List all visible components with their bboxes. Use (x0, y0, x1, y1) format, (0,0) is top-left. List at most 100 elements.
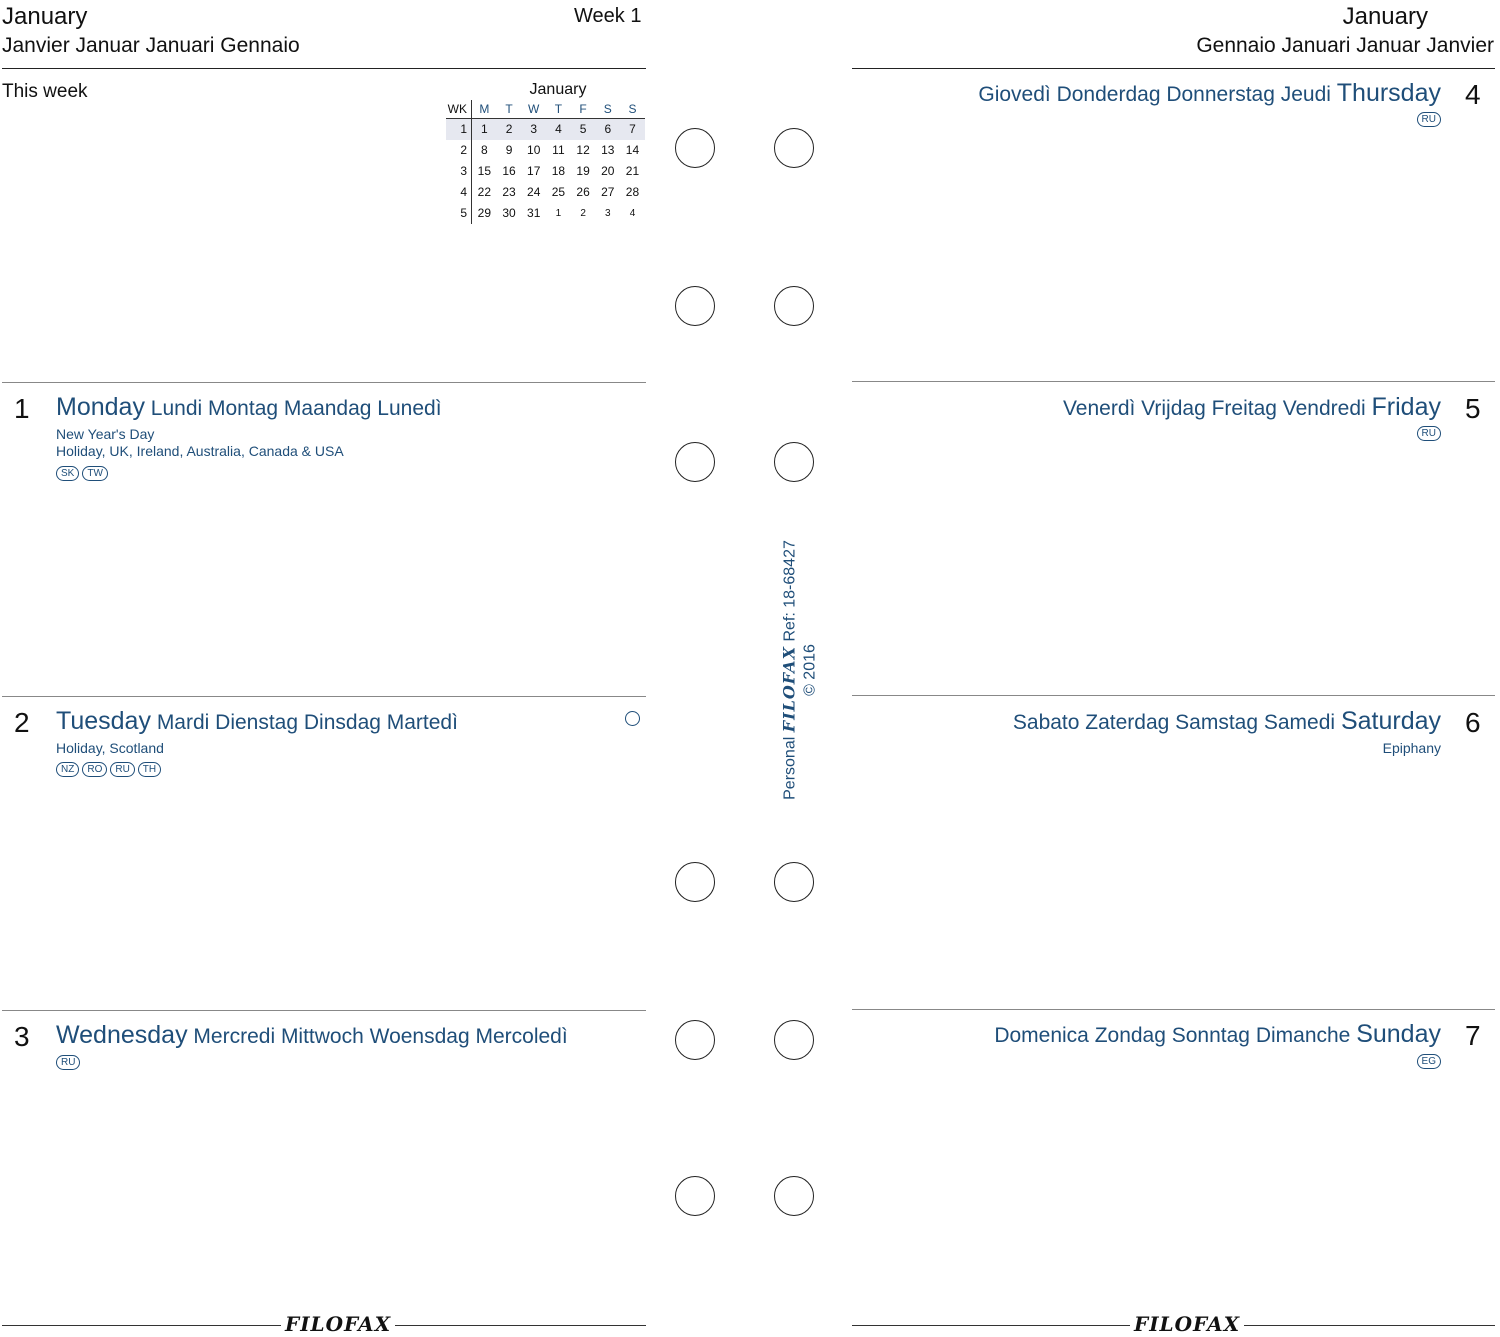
thursday-notes-area[interactable] (856, 135, 1492, 375)
saturday-rule (852, 695, 1495, 696)
binder-hole (675, 286, 715, 326)
calendar-day: 26 (576, 185, 590, 199)
sunday-notes-area[interactable] (856, 1078, 1492, 1308)
binder-hole (675, 862, 715, 902)
wednesday-badges: RU (56, 1055, 81, 1070)
calendar-day: 2 (580, 208, 586, 219)
calendar-day: 4 (546, 119, 571, 140)
monday-notes-area[interactable] (2, 490, 642, 690)
calendar-day: 3 (521, 119, 547, 140)
wednesday-notes-area[interactable] (2, 1078, 642, 1308)
moon-phase-icon (625, 711, 640, 726)
saturday-date: 6 (1465, 707, 1481, 738)
binder-hole (774, 1020, 814, 1060)
calendar-week-number: 3 (446, 161, 472, 182)
country-badge: NZ (56, 762, 80, 777)
friday-date: 5 (1465, 393, 1481, 424)
saturday-note-1: Epiphany (1382, 740, 1441, 756)
calendar-day: 6 (595, 119, 621, 140)
spine-ref: Ref: 18-68427 (781, 540, 799, 642)
right-month-title: January (1342, 3, 1428, 30)
tuesday-heading: Tuesday Mardi Dienstag Dinsdag Martedì (56, 706, 458, 738)
wednesday-heading: Wednesday Mercredi Mittwoch Woensdag Mer… (56, 1020, 568, 1052)
calendar-day: 7 (620, 119, 645, 140)
sunday-heading: Domenica Zondag Sonntag Dimanche Sunday (994, 1019, 1441, 1051)
mini-calendar-grid: WK M T W T F S S 1 1 2 3 4 5 6 7 2 8 9 10 11 12 13 14 3 15 16 17 18 1… (446, 100, 646, 224)
friday-name: Friday (1371, 393, 1441, 421)
wednesday-date: 3 (14, 1021, 30, 1052)
calendar-day: 10 (527, 143, 541, 157)
tuesday-name: Tuesday (56, 707, 151, 735)
spine-imprint: Personal FILOFAX Ref: 18-68427 © 2016 (780, 540, 821, 800)
calendar-day: 15 (477, 164, 492, 178)
saturday-name: Saturday (1340, 707, 1441, 735)
binder-hole (675, 442, 715, 482)
calendar-week-number: 4 (446, 182, 472, 203)
monday-note-1: New Year's Day (56, 426, 155, 442)
tuesday-translations: Mardi Dienstag Dinsdag Martedì (156, 711, 458, 734)
calendar-day: 9 (505, 143, 513, 157)
sunday-name: Sunday (1356, 1020, 1441, 1048)
calendar-day: 4 (629, 208, 636, 219)
mini-calendar-title: January (529, 81, 587, 98)
binder-hole (774, 1176, 814, 1216)
friday-translations: Venerdì Vrijdag Freitag Vendredi (1062, 397, 1366, 420)
country-badge: RU (56, 1055, 81, 1070)
thursday-date: 4 (1465, 79, 1481, 110)
country-badge: RU (1416, 112, 1441, 127)
calendar-day: 25 (551, 185, 566, 199)
thursday-name: Thursday (1336, 79, 1441, 107)
calendar-day: 20 (601, 164, 615, 178)
binder-hole (774, 442, 814, 482)
week-label: Week 1 (574, 5, 642, 27)
monday-rule (2, 382, 646, 383)
left-header-rule (2, 68, 646, 69)
calendar-weekday-header: F (570, 100, 596, 119)
calendar-weekday-header: T (546, 100, 571, 119)
left-month-translations: Janvier Januar Januari Gennaio (2, 34, 300, 57)
sunday-rule (852, 1009, 1495, 1010)
friday-rule (852, 381, 1495, 382)
friday-heading: Venerdì Vrijdag Freitag Vendredi Friday (1063, 392, 1441, 424)
calendar-day: 21 (625, 164, 640, 178)
spine-brand: FILOFAX (779, 645, 799, 733)
calendar-day: 12 (576, 143, 590, 157)
binder-hole (675, 128, 715, 168)
monday-heading: Monday Lundi Montag Maandag Lunedì (56, 392, 442, 424)
binder-hole (675, 1020, 715, 1060)
calendar-day: 1 (555, 208, 562, 219)
wednesday-name: Wednesday (56, 1021, 188, 1049)
thursday-translations: Giovedì Donderdag Donnerstag Jeudi (978, 83, 1331, 106)
binder-hole (774, 286, 814, 326)
saturday-translations: Sabato Zaterdag Samstag Samedi (1012, 711, 1336, 734)
tuesday-note-1: Holiday, Scotland (56, 740, 164, 756)
calendar-day: 5 (570, 119, 596, 140)
binder-hole (675, 1176, 715, 1216)
wednesday-rule (2, 1010, 646, 1011)
binder-hole (774, 862, 814, 902)
calendar-day: 18 (551, 164, 566, 178)
country-badge: TW (82, 466, 108, 481)
calendar-day: 30 (502, 206, 516, 220)
calendar-day: 1 (472, 119, 497, 140)
calendar-day: 31 (527, 206, 541, 220)
saturday-notes-area[interactable] (856, 765, 1492, 1000)
right-month-translations: Gennaio Januari Januar Janvier (1196, 34, 1494, 57)
monday-badges: SK TW (56, 466, 108, 481)
calendar-day: 24 (527, 185, 541, 199)
tuesday-notes-area[interactable] (2, 790, 642, 1000)
calendar-day: 27 (601, 185, 615, 199)
sunday-date: 7 (1465, 1020, 1481, 1051)
country-badge: RU (1416, 426, 1441, 441)
calendar-day: 17 (527, 164, 541, 178)
friday-notes-area[interactable] (856, 450, 1492, 690)
monday-note-2: Holiday, UK, Ireland, Australia, Canada … (56, 443, 344, 459)
calendar-week-number: 5 (446, 203, 472, 224)
sunday-badges: EG (1416, 1054, 1441, 1069)
calendar-weekday-header: W (521, 100, 547, 119)
calendar-day: 16 (502, 164, 516, 178)
this-week-notes-area[interactable] (2, 110, 432, 370)
calendar-day: 11 (552, 143, 565, 157)
tuesday-date: 2 (14, 707, 30, 738)
mini-calendar: January WK M T W T F S S 1 1 2 3 4 5 6 7 2 8 9 10 11 12 13 14 3 1… (446, 80, 646, 224)
